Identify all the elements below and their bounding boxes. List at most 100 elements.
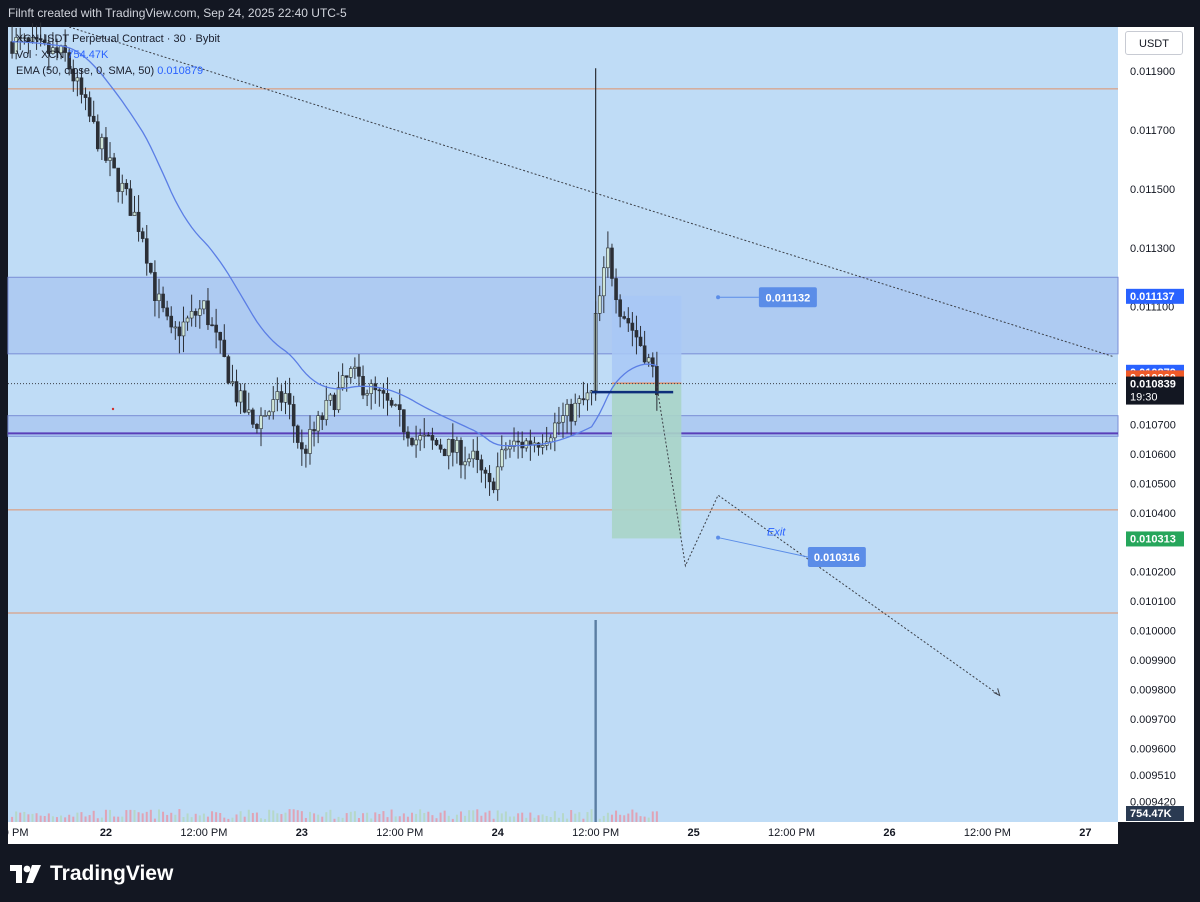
callout-anchor-0 <box>716 295 721 300</box>
volume-bar <box>113 816 116 822</box>
volume-bar <box>317 814 320 822</box>
candle-body <box>124 182 129 190</box>
candle-body <box>434 439 439 446</box>
candle-body <box>42 39 47 44</box>
candle-body <box>230 381 235 384</box>
candle-body <box>198 308 202 316</box>
candle-body <box>173 326 178 329</box>
candle-body <box>602 267 606 297</box>
volume-bar <box>239 811 242 822</box>
candle-body <box>210 324 214 327</box>
candle-body <box>585 392 590 401</box>
volume-bar <box>423 812 426 822</box>
candle-body <box>79 77 84 95</box>
volume-bar <box>447 815 450 822</box>
volume-bar <box>182 817 185 822</box>
volume-bar <box>529 812 532 822</box>
candle-body <box>132 211 137 216</box>
callout-text-1: 0.010316 <box>814 552 860 564</box>
x-tick-label: 12:00 PM <box>768 827 815 839</box>
candle-body <box>442 448 447 457</box>
volume-bar <box>260 818 263 822</box>
volume-bar <box>341 817 344 822</box>
volume-bar <box>602 815 605 822</box>
x-tick-label: 22 <box>100 827 112 839</box>
volume-bar <box>517 813 520 822</box>
candle-body <box>393 404 398 406</box>
volume-bar <box>533 817 536 822</box>
candle-body <box>316 415 320 432</box>
candle-body <box>263 415 267 417</box>
candle-body <box>569 403 573 422</box>
volume-bar <box>215 812 218 822</box>
attribution-text: Filnft created with TradingView.com, Sep… <box>8 6 347 20</box>
volume-bar <box>329 809 332 822</box>
candle-body <box>304 448 308 454</box>
volume-bar <box>508 816 511 822</box>
candle-body <box>267 411 271 416</box>
candle-body <box>214 324 218 333</box>
candle-body <box>206 300 210 326</box>
volume-bar <box>174 814 177 822</box>
candle-body <box>279 391 284 403</box>
x-tick-label: 12:00 PM <box>180 827 227 839</box>
candle-body <box>622 316 627 319</box>
volume-bar <box>92 810 95 822</box>
price-badge-dark <box>1126 376 1184 405</box>
volume-group <box>11 809 658 822</box>
marker-dot <box>111 407 115 411</box>
candle-body <box>655 366 659 396</box>
x-tick-label: 12:00 PM <box>376 827 423 839</box>
candle-body <box>479 459 484 471</box>
volume-bar <box>109 809 112 822</box>
volume-bar <box>23 811 26 822</box>
volume-bar <box>247 809 250 822</box>
candle-body <box>577 398 582 404</box>
candle-body <box>557 421 561 424</box>
volume-bar <box>170 812 173 822</box>
y-tick-label: 0.009510 <box>1130 770 1176 782</box>
volume-bar <box>643 816 646 822</box>
volume-bar <box>464 815 467 822</box>
x-tick-label: 25 <box>687 827 699 839</box>
candle-body <box>202 300 206 310</box>
volume-bar <box>129 809 132 822</box>
volume-badge <box>1126 806 1184 821</box>
volume-bar <box>610 814 613 822</box>
volume-bar <box>374 812 377 822</box>
volume-bar <box>47 813 50 822</box>
currency-button[interactable]: USDT <box>1125 31 1183 55</box>
volume-bar <box>157 809 160 822</box>
candle-body <box>540 445 545 448</box>
candle-body <box>275 391 280 400</box>
volume-bar <box>541 814 544 822</box>
candle-body <box>169 315 174 328</box>
volume-bar <box>190 817 193 822</box>
volume-bar <box>623 815 626 822</box>
candle-body <box>87 97 92 117</box>
candle-body <box>320 415 325 420</box>
volume-bar <box>353 811 356 822</box>
volume-bar <box>11 816 14 822</box>
candle-body <box>389 400 394 406</box>
volume-bar <box>100 817 103 822</box>
candle-body <box>446 439 451 457</box>
volume-bar <box>206 816 209 822</box>
y-tick-label: 0.010200 <box>1130 567 1176 579</box>
volume-bar <box>357 817 360 822</box>
candle-body <box>246 409 251 413</box>
candle-body <box>47 42 51 54</box>
volume-bar <box>308 811 311 822</box>
candle-body <box>348 368 353 378</box>
volume-bar <box>194 813 197 822</box>
candle-body <box>140 231 145 239</box>
projection-path <box>656 386 1000 696</box>
legend-ema-value: 0.010879 <box>157 65 204 77</box>
volume-bar <box>639 816 642 822</box>
candle-body <box>422 434 427 437</box>
attribution-bar: Filnft created with TradingView.com, Sep… <box>0 0 1200 26</box>
candle-body <box>524 440 529 449</box>
candle-body <box>120 182 125 192</box>
y-tick-label: 0.009700 <box>1130 714 1176 726</box>
